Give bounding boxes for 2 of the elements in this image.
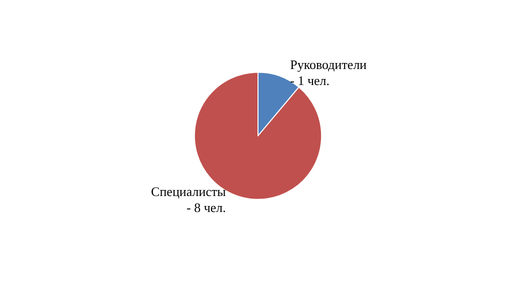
slice-label: Специалисты - 8 чел. (151, 184, 226, 215)
slice-label: Руководители - 1 чел. (290, 56, 367, 88)
